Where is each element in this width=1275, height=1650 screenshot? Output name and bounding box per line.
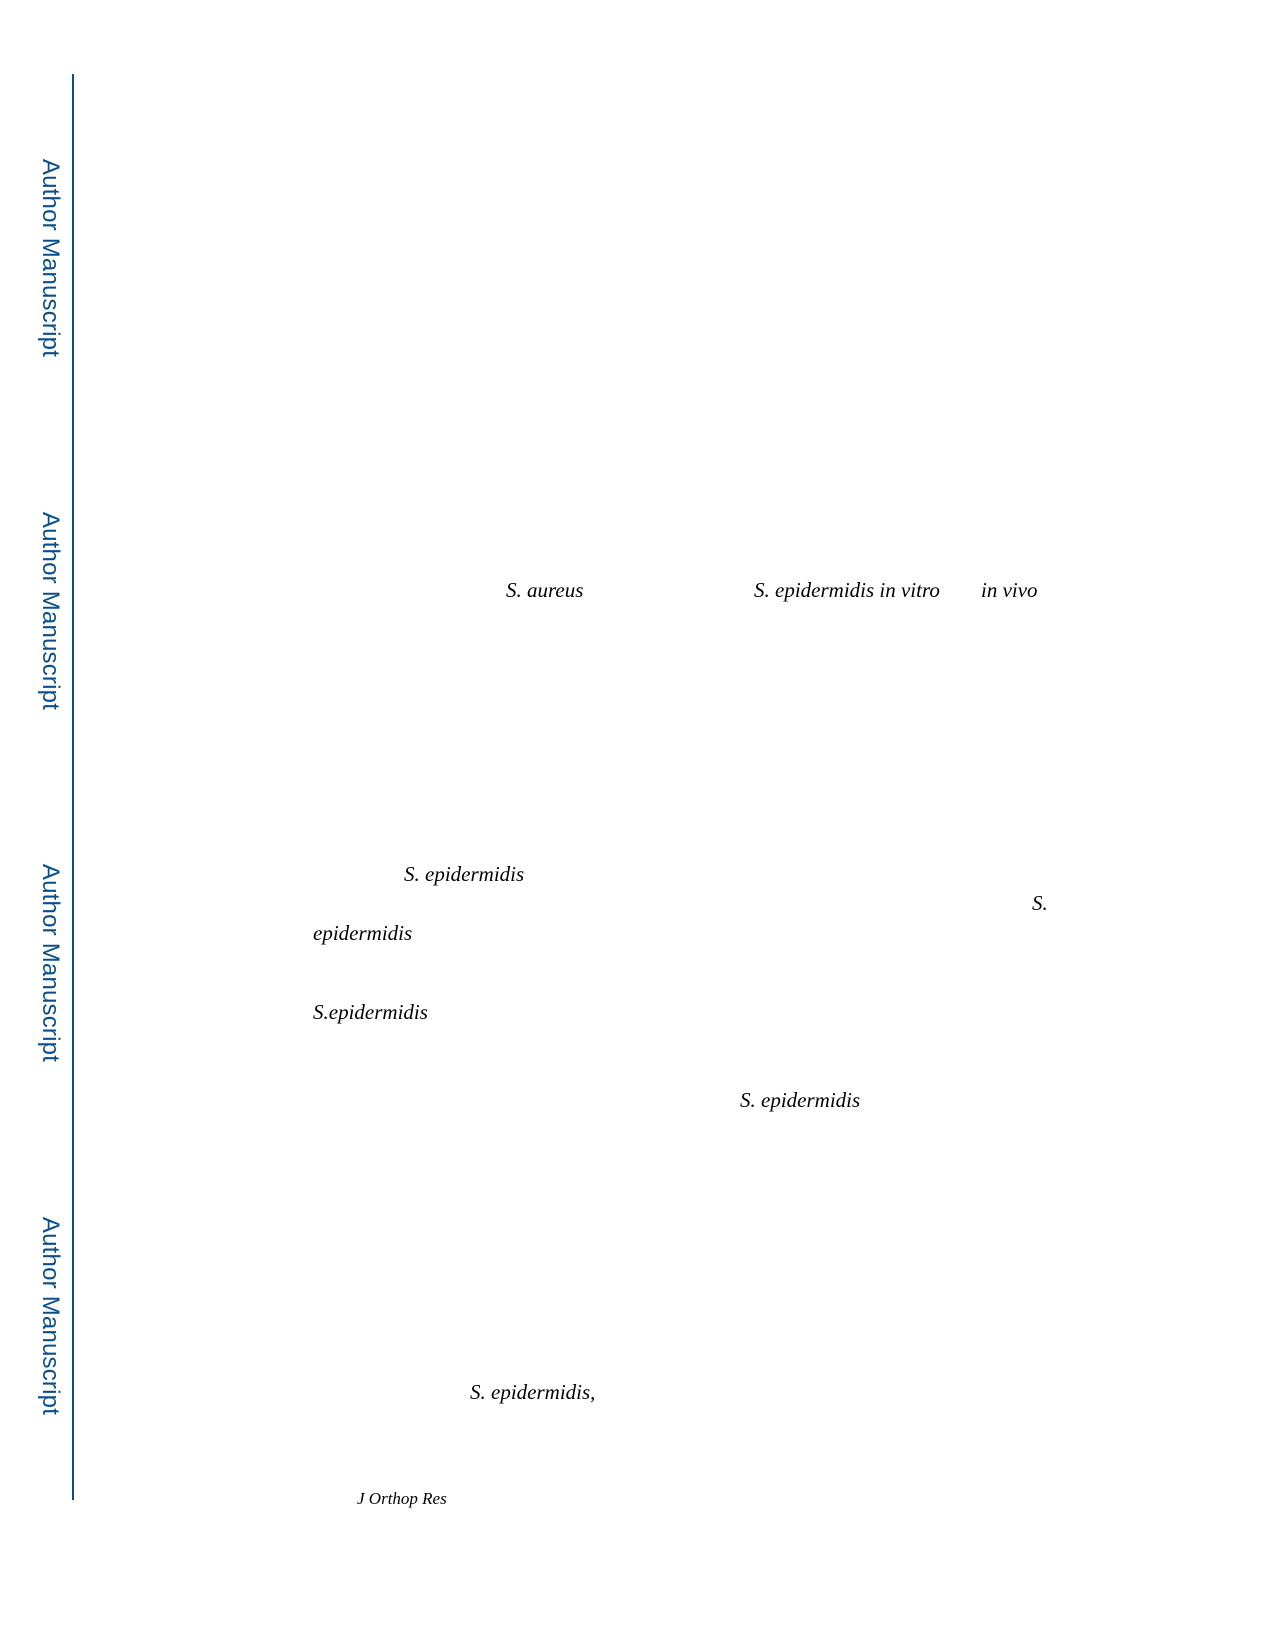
species-name-in-vitro: S. epidermidis in vitro <box>754 578 940 602</box>
species-name-s-epidermidis: S. epidermidis <box>404 862 525 886</box>
author-manuscript-banner: Author Manuscript <box>37 511 64 711</box>
in-vivo-text: in vivo <box>981 578 1038 602</box>
species-abbrev: S. <box>1032 891 1048 915</box>
margin-rule <box>72 74 74 1500</box>
author-manuscript-banner: Author Manuscript <box>37 863 64 1063</box>
author-manuscript-banner: Author Manuscript <box>37 1216 64 1416</box>
species-name-nospace: S.epidermidis <box>313 1000 428 1024</box>
species-name-s-epidermidis: S. epidermidis <box>740 1088 861 1112</box>
author-manuscript-banner: Author Manuscript <box>37 158 64 358</box>
species-name-with-comma: S. epidermidis, <box>470 1380 596 1404</box>
journal-footer: J Orthop Res <box>357 1489 447 1508</box>
species-epithet: epidermidis <box>313 921 413 945</box>
species-name-s-aureus: S. aureus <box>506 578 584 602</box>
